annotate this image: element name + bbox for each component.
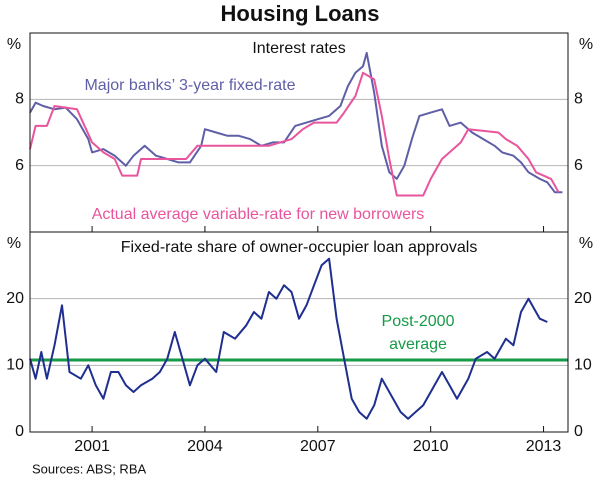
y2-tick-label: 0 (574, 423, 583, 440)
y-tick-label: 0 (15, 423, 24, 440)
source: Sources: ABS; RBA (32, 461, 146, 476)
y-axis-label: % (7, 36, 21, 53)
series-label: Major banks’ 3-year fixed-rate (84, 77, 295, 94)
x-tick-label: 2004 (187, 438, 223, 455)
reference-label: Post-2000 (382, 313, 455, 330)
reference-label: average (389, 336, 447, 353)
y2-tick-label: 6 (574, 157, 583, 174)
y-tick-label: 20 (6, 290, 24, 307)
y2-tick-label: 8 (574, 91, 583, 108)
panel-title: Interest rates (252, 40, 345, 57)
y-axis-label: % (7, 235, 21, 252)
y-tick-label: 10 (6, 357, 24, 374)
series-line (29, 257, 548, 420)
y-tick-label: 8 (15, 91, 24, 108)
series-line (29, 71, 560, 197)
x-tick-label: 2001 (74, 438, 110, 455)
chart-title: Housing Loans (221, 1, 380, 26)
panel-frame (29, 231, 569, 433)
panel-title: Fixed-rate share of owner-occupier loan … (121, 239, 478, 256)
y-tick-label: 6 (15, 157, 24, 174)
y2-axis-label: % (579, 36, 593, 53)
x-tick-label: 2013 (526, 438, 562, 455)
y2-tick-label: 20 (574, 290, 592, 307)
x-tick-label: 2007 (300, 438, 336, 455)
series-line (29, 51, 563, 194)
y2-axis-label: % (579, 235, 593, 252)
x-tick-label: 2010 (413, 438, 449, 455)
y2-tick-label: 10 (574, 357, 592, 374)
series-label: Actual average variable-rate for new bor… (92, 206, 425, 223)
